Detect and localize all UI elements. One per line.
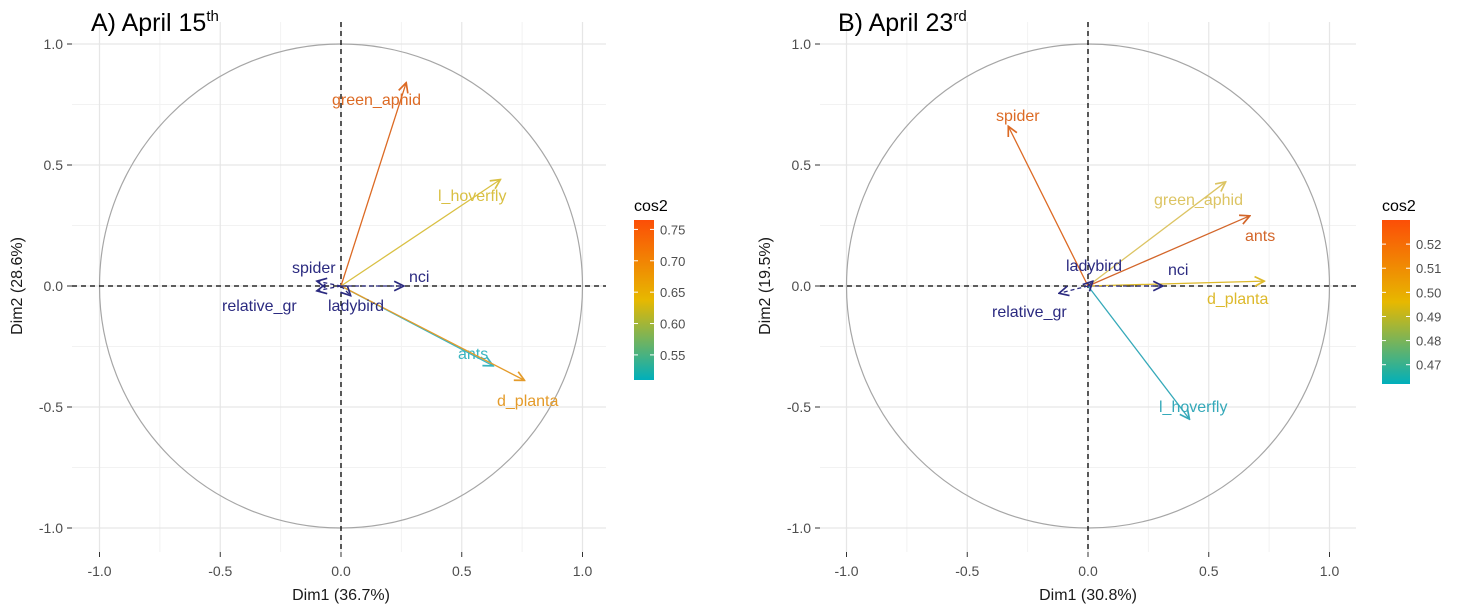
arrow-green_aphid — [340, 83, 406, 287]
y-tick-label: 0.0 — [44, 278, 64, 294]
label-ants: ants — [1245, 228, 1275, 245]
x-tick-label: 0.0 — [1078, 563, 1098, 579]
label-d_planta: d_planta — [1207, 291, 1268, 308]
arrow-spider — [1008, 126, 1089, 287]
x-tick-label: 0.5 — [452, 563, 472, 579]
x-axis-title: Dim1 (36.7%) — [292, 587, 390, 604]
arrow-l_hoverfly — [340, 180, 500, 287]
label-green_aphid: green_aphid — [1154, 192, 1243, 209]
y-tick-label: -1.0 — [787, 520, 811, 536]
legend-tick-label: 0.47 — [1416, 358, 1441, 373]
label-ladybird: ladybird — [1066, 258, 1122, 275]
legend-tick-label: 0.55 — [660, 348, 685, 363]
arrow-green_aphid — [1087, 182, 1226, 287]
arrow-spider — [317, 281, 342, 286]
y-tick-label: 0.5 — [44, 157, 64, 173]
variable-arrows: green_aphidl_hoverflyantsd_plantaspidern… — [222, 83, 558, 410]
x-tick-label: -1.0 — [87, 563, 111, 579]
x-tick-label: -1.0 — [834, 563, 858, 579]
label-nci: nci — [1168, 262, 1188, 279]
arrow-d_planta — [1087, 281, 1264, 286]
legend-colorbar — [1382, 220, 1410, 384]
label-green_aphid: green_aphid — [332, 92, 421, 109]
y-axis-title: Dim2 (28.6%) — [9, 237, 26, 335]
legend-title: cos2 — [1382, 198, 1416, 215]
y-tick-label: 1.0 — [792, 36, 812, 52]
cos2-legend: cos2 0.52 0.51 0.50 0.49 0.48 0.47 — [1382, 198, 1441, 384]
panel-title: A) April 15th — [91, 8, 219, 37]
label-spider: spider — [292, 260, 336, 277]
label-spider: spider — [996, 108, 1040, 125]
y-tick-label: 1.0 — [44, 36, 64, 52]
y-tick-label: 0.0 — [792, 278, 812, 294]
x-tick-label: -0.5 — [208, 563, 232, 579]
y-axis-title: Dim2 (19.5%) — [757, 237, 774, 335]
legend-tick-label: 0.51 — [1416, 261, 1441, 276]
legend-colorbar — [634, 220, 654, 380]
arrow-ants — [1087, 216, 1250, 287]
legend-tick-label: 0.60 — [660, 317, 685, 332]
label-l_hoverfly: l_hoverfly — [438, 188, 506, 205]
y-tick-label: -0.5 — [39, 399, 63, 415]
legend-tick-label: 0.65 — [660, 285, 685, 300]
legend-tick-label: 0.49 — [1416, 309, 1441, 324]
legend-tick-label: 0.70 — [660, 254, 685, 269]
legend-tick-label: 0.75 — [660, 222, 685, 237]
arrow-relative_gr — [317, 286, 342, 291]
x-axis-title: Dim1 (30.8%) — [1039, 587, 1137, 604]
arrow-ladybird — [341, 286, 351, 296]
arrow-relative_gr — [1059, 285, 1089, 293]
arrow-l_hoverfly — [1087, 285, 1189, 419]
label-relative_gr: relative_gr — [222, 298, 297, 315]
label-l_hoverfly: l_hoverfly — [1159, 399, 1227, 416]
y-tick-label: 0.5 — [792, 157, 812, 173]
x-tick-label: 1.0 — [573, 563, 593, 579]
x-tick-label: -0.5 — [955, 563, 979, 579]
panel-title: B) April 23rd — [838, 8, 967, 37]
label-ladybird: ladybird — [328, 298, 384, 315]
label-d_planta: d_planta — [497, 393, 558, 410]
legend-tick-label: 0.48 — [1416, 334, 1441, 349]
pca-panel-a: -1.0 -0.5 0.0 0.5 1.0 -1.0 -0.5 0.0 0.5 1.0 Dim1 (… — [9, 8, 685, 604]
x-tick-label: 1.0 — [1320, 563, 1340, 579]
legend-tick-label: 0.50 — [1416, 285, 1441, 300]
cos2-legend: cos2 0.75 0.70 0.65 0.60 0.55 — [634, 198, 685, 380]
legend-tick-label: 0.52 — [1416, 237, 1441, 252]
y-tick-label: -0.5 — [787, 399, 811, 415]
pca-panel-b: -1.0 -0.5 0.0 0.5 1.0 -1.0 -0.5 0.0 0.5 1.0 Dim1 (… — [757, 8, 1441, 604]
label-nci: nci — [409, 269, 429, 286]
label-relative_gr: relative_gr — [992, 304, 1067, 321]
x-tick-label: 0.0 — [331, 563, 351, 579]
arrow-ladybird — [1088, 281, 1093, 286]
legend-title: cos2 — [634, 198, 668, 215]
x-tick-label: 0.5 — [1199, 563, 1219, 579]
arrow-d_planta — [340, 285, 525, 380]
y-tick-label: -1.0 — [39, 520, 63, 536]
